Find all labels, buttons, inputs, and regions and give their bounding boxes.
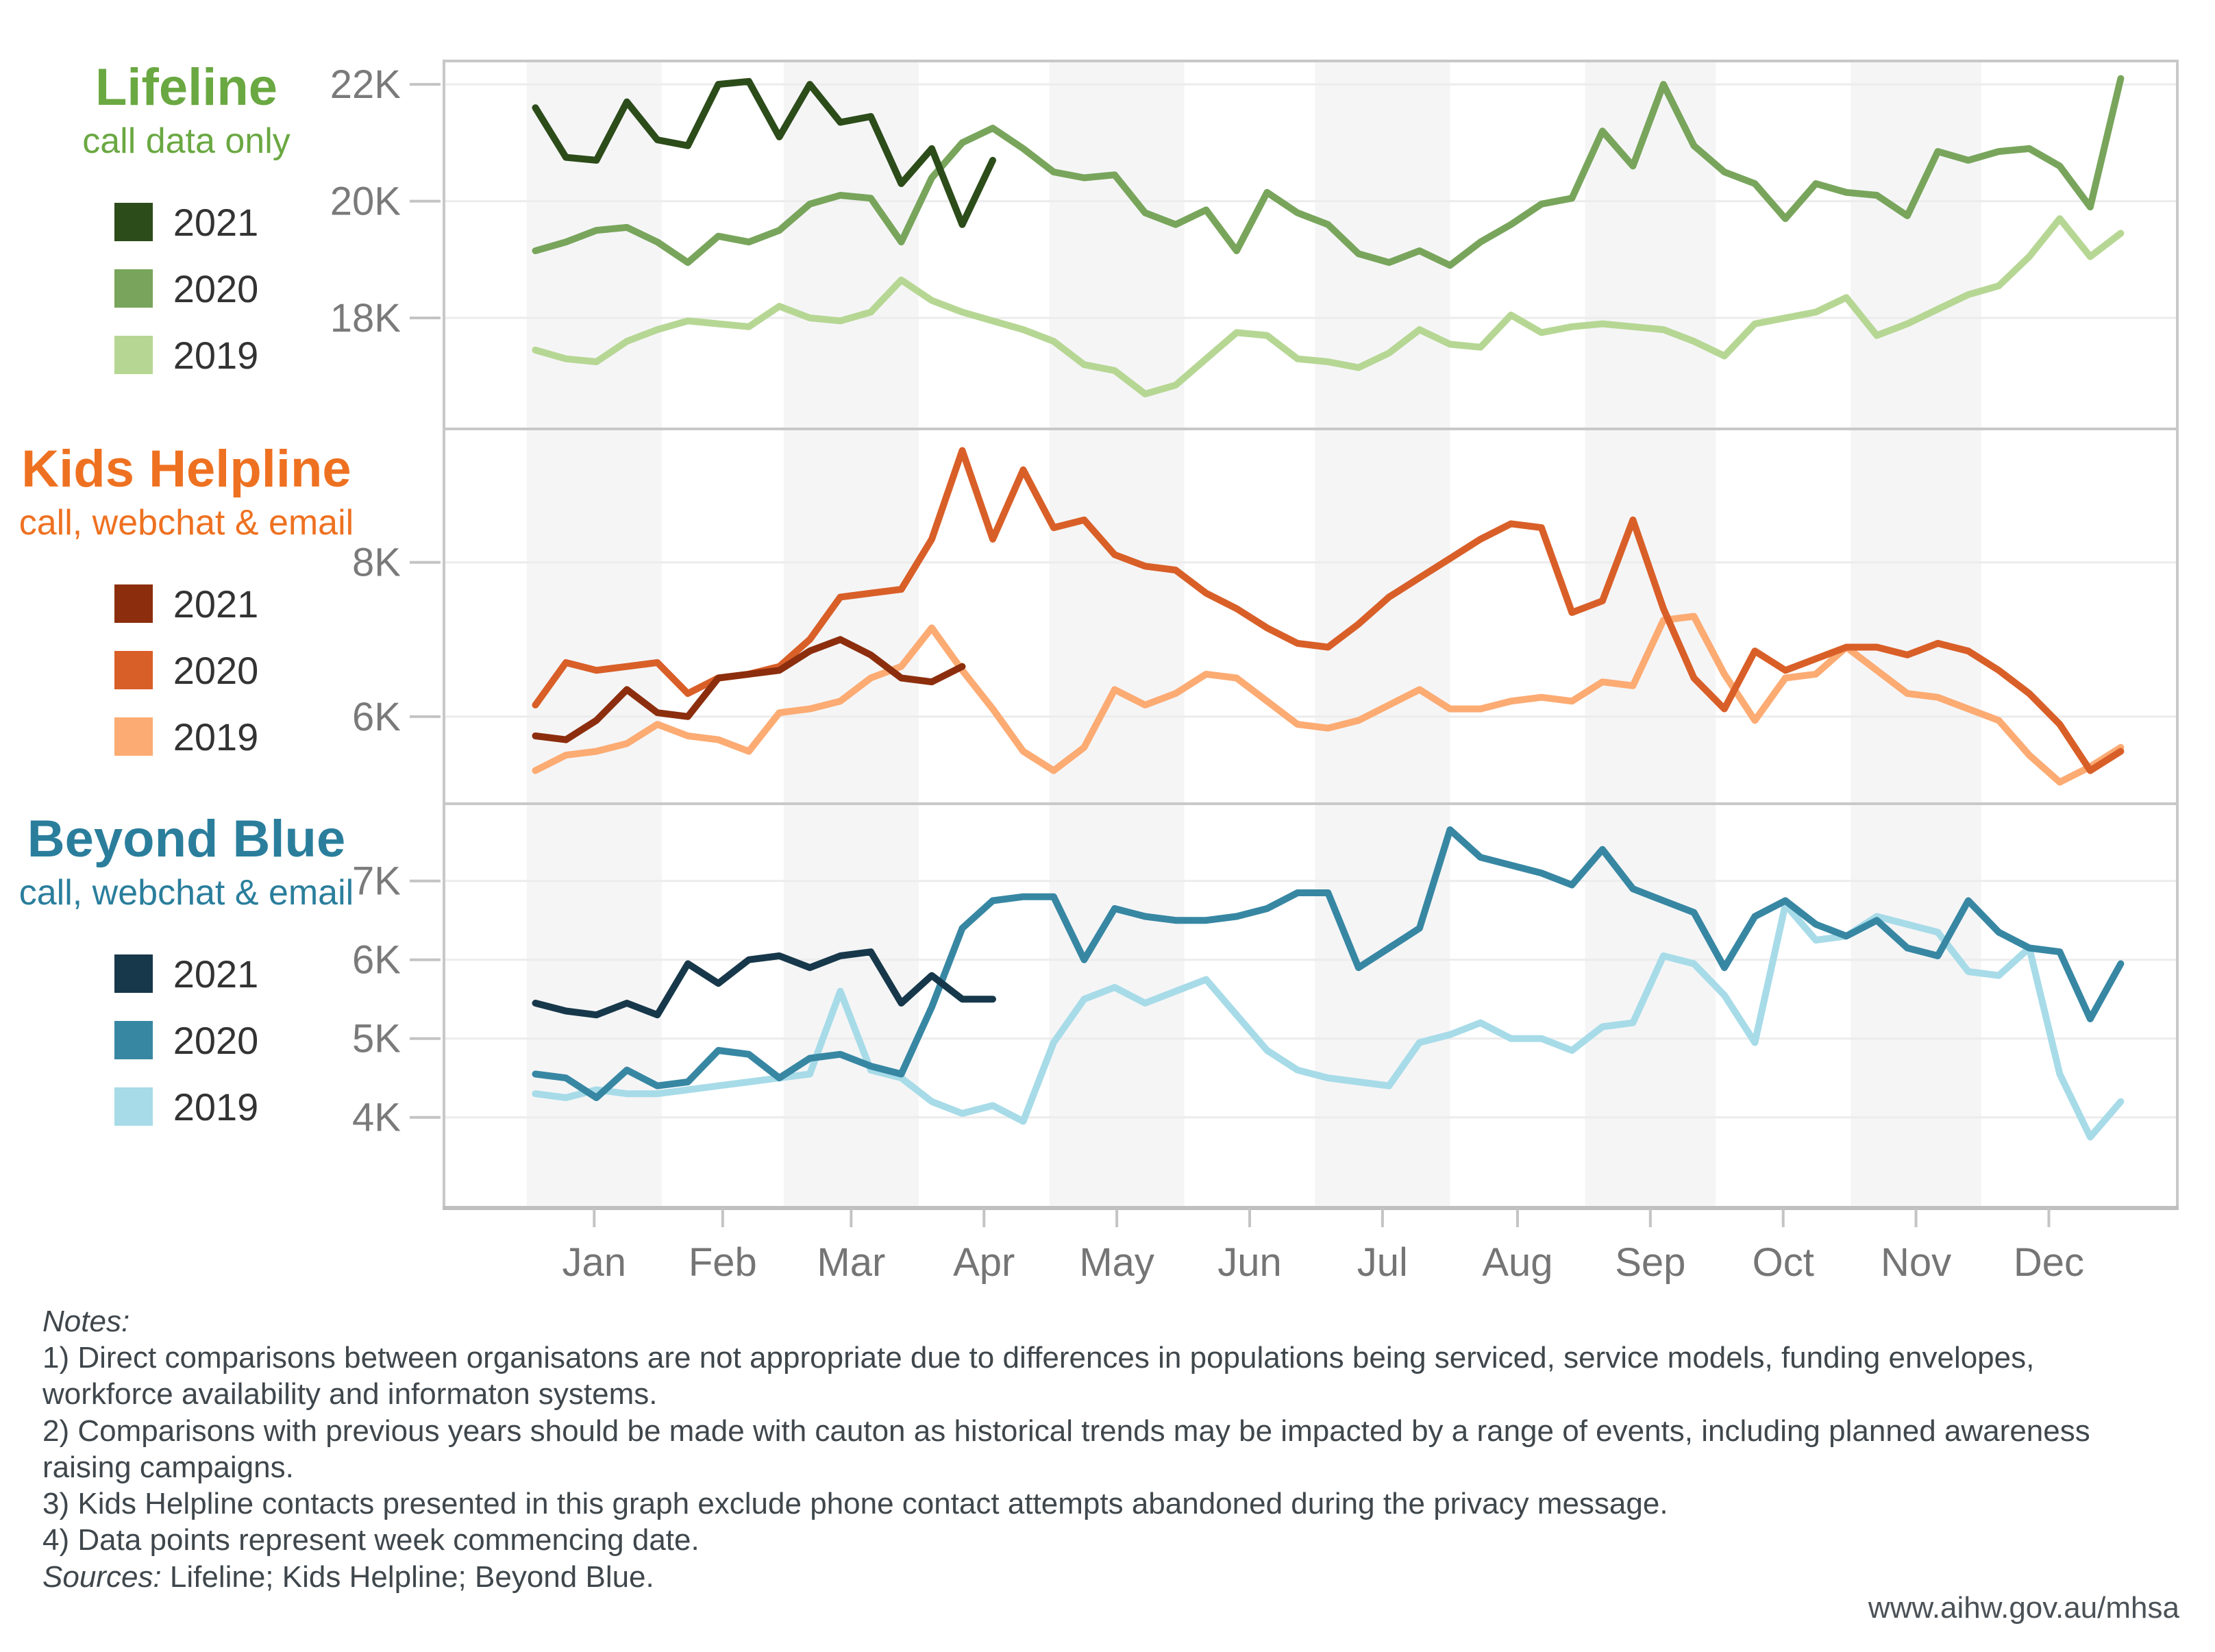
month-label-Aug: Aug (1482, 1240, 1552, 1285)
lifeline-2019-line (532, 215, 2125, 397)
notes-heading: Notes: (42, 1305, 130, 1338)
lifeline-panel-label: Lifeline call data only 2021 2020 2019 (8, 60, 364, 399)
month-band (1049, 61, 1185, 429)
legend-item: 2021 (114, 582, 259, 626)
month-label-May: May (1079, 1240, 1154, 1285)
note-line-4: 4) Data points represent week commencing… (42, 1523, 700, 1557)
legend-label-2020: 2020 (173, 648, 259, 692)
legend-label-2019: 2019 (173, 715, 259, 759)
month-label-Feb: Feb (689, 1240, 757, 1285)
note-line-1: 1) Direct comparisons between organisato… (42, 1341, 2035, 1411)
sources-label: Sources: (42, 1559, 162, 1594)
month-band (1315, 429, 1450, 804)
month-label-Apr: Apr (953, 1240, 1015, 1285)
legend-item: 2020 (114, 267, 259, 311)
panel-kids-helpline: 8K 6K (352, 428, 2179, 805)
beyond-blue-title: Beyond Blue (27, 810, 346, 868)
lifeline-legend: 2021 2020 2019 (114, 200, 259, 399)
month-label-Nov: Nov (1881, 1240, 1951, 1285)
kids-helpline-legend: 2021 2020 2019 (114, 582, 259, 781)
y-tick-label-7K: 7K (352, 859, 401, 904)
legend-label-2021: 2021 (173, 200, 259, 244)
legend-swatch-2021 (114, 584, 153, 624)
month-band (783, 804, 919, 1208)
legend-item: 2021 (114, 200, 259, 245)
legend-swatch-2021 (114, 954, 153, 994)
month-band (783, 61, 919, 429)
lifeline-2021-line (532, 77, 996, 228)
month-label-Jan: Jan (562, 1240, 627, 1285)
panel-beyond-blue: 7K 6K 5K 4K (352, 802, 2179, 1209)
month-label-Dec: Dec (2014, 1240, 2084, 1285)
legend-swatch-2020 (114, 269, 153, 308)
legend-swatch-2020 (114, 1021, 153, 1060)
legend-item: 2021 (114, 952, 259, 996)
legend-item: 2019 (114, 715, 259, 759)
kids-helpline-2020-line (532, 447, 2125, 774)
legend-item: 2019 (114, 1085, 259, 1129)
kids-helpline-2021-line (532, 636, 966, 743)
lifeline-subtitle: call data only (82, 121, 290, 161)
kids-helpline-title: Kids Helpline (21, 440, 351, 498)
month-band (1851, 61, 1981, 429)
y-tick-label-18K: 18K (330, 296, 401, 341)
kids-helpline-panel-label: Kids Helpline call, webchat & email 2021… (8, 442, 364, 781)
legend-swatch-2019 (114, 1087, 153, 1126)
y-tick-label-5K: 5K (352, 1017, 401, 1061)
lifeline-title: Lifeline (95, 58, 278, 116)
y-tick-label-6K: 6K (352, 938, 401, 983)
legend-item: 2020 (114, 648, 259, 693)
beyond-blue-legend: 2021 2020 2019 (114, 952, 259, 1151)
month-band (1049, 804, 1185, 1208)
legend-swatch-2021 (114, 203, 153, 242)
month-band (526, 429, 662, 804)
legend-item: 2020 (114, 1018, 259, 1063)
legend-label-2021: 2021 (173, 582, 259, 626)
legend-swatch-2020 (114, 651, 153, 690)
legend-swatch-2019 (114, 717, 153, 756)
note-line-2: 2) Comparisons with previous years shoul… (42, 1414, 2090, 1484)
legend-label-2021: 2021 (173, 952, 259, 996)
legend-swatch-2019 (114, 336, 153, 375)
beyond-blue-panel-label: Beyond Blue call, webchat & email 2021 2… (8, 812, 364, 1151)
month-label-Sep: Sep (1615, 1240, 1685, 1285)
month-band (1851, 804, 1981, 1208)
month-band (1315, 61, 1450, 429)
month-label-Mar: Mar (817, 1240, 885, 1285)
month-label-Jul: Jul (1357, 1240, 1408, 1285)
legend-label-2020: 2020 (173, 267, 259, 310)
sources-line: Sources: Lifeline; Kids Helpline; Beyond… (42, 1559, 2139, 1595)
month-band (1851, 429, 1981, 804)
beyond-blue-2020-line (532, 826, 2125, 1101)
month-band (783, 429, 919, 804)
lifeline-2020-line (532, 75, 2125, 269)
month-label-Oct: Oct (1753, 1240, 1814, 1285)
panel-lifeline: 22K 20K 18K (330, 60, 2179, 430)
month-label-Jun: Jun (1217, 1240, 1282, 1285)
y-tick-label-4K: 4K (352, 1096, 401, 1140)
y-tick-label-8K: 8K (352, 541, 401, 585)
aihw-url: www.aihw.gov.au/mhsa (1868, 1591, 2179, 1625)
month-band (1585, 804, 1716, 1208)
legend-label-2020: 2020 (173, 1018, 259, 1062)
note-line-3: 3) Kids Helpline contacts presented in t… (42, 1487, 1668, 1521)
legend-label-2019: 2019 (173, 1085, 259, 1129)
y-tick-label-22K: 22K (330, 62, 401, 107)
month-band (1315, 804, 1450, 1208)
y-tick-label-20K: 20K (330, 180, 401, 224)
legend-item: 2019 (114, 333, 259, 378)
kids-helpline-subtitle: call, webchat & email (18, 502, 354, 543)
legend-label-2019: 2019 (173, 333, 259, 377)
y-tick-label-6K: 6K (352, 695, 401, 739)
notes-block: Notes: 1) Direct comparisons between org… (42, 1303, 2139, 1595)
beyond-blue-2021-line (532, 948, 996, 1019)
beyond-blue-subtitle: call, webchat & email (18, 872, 354, 913)
month-band (1049, 429, 1185, 804)
kids-helpline-2019-line (532, 613, 2125, 786)
sources-text: Lifeline; Kids Helpline; Beyond Blue. (169, 1559, 654, 1594)
